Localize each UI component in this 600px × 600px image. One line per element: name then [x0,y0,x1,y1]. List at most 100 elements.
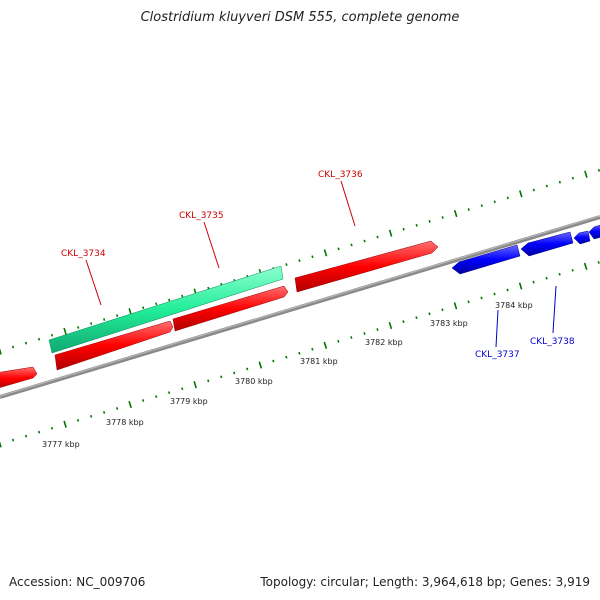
gene-label-ckl-3738[interactable]: CKL_3738 [530,337,575,347]
minor-tick [506,196,509,200]
accession-text: Accession: NC_009706 [9,575,146,589]
minor-tick [597,168,600,172]
minor-tick [558,180,561,184]
minor-tick [571,268,574,272]
gene-ckl-3734-arrow[interactable] [54,320,174,371]
scale-label-3779: 3779 kbp [170,397,208,406]
gene-ckl-3733-arrow[interactable] [0,366,38,389]
minor-tick [103,318,106,321]
major-tick [128,400,132,409]
leader-ckl-3738 [552,285,557,334]
minor-tick [116,314,119,318]
minor-tick [50,333,54,337]
minor-tick [545,276,548,280]
minor-tick [246,367,249,371]
gene-label-ckl-3735[interactable]: CKL_3735 [179,211,224,221]
minor-tick [142,306,145,310]
gene-ckl-3735-arrow[interactable] [172,285,289,332]
major-tick [388,229,393,237]
minor-tick [532,280,535,284]
minor-tick [493,200,496,204]
minor-tick [467,300,470,304]
lower-tick-row [0,261,600,448]
minor-tick [311,255,314,259]
minor-tick [597,261,600,264]
minor-tick [168,391,171,395]
minor-tick [181,294,184,298]
gene-label-ckl-3736[interactable]: CKL_3736 [318,170,363,180]
genome-backbone-highlight [0,215,600,397]
minor-tick [506,288,509,292]
scale-label-3784: 3784 kbp [495,301,533,310]
major-tick [323,341,328,349]
scale-label-3781: 3781 kbp [300,357,338,366]
minor-tick [142,399,145,402]
gene-ckl-3740-arrow[interactable] [588,224,600,240]
minor-tick [11,345,15,349]
minor-tick [402,320,405,324]
minor-tick [24,434,28,438]
major-tick [519,190,523,198]
minor-tick [50,426,54,430]
minor-tick [37,337,41,341]
minor-tick [37,430,41,434]
gene-ckl-3735-selected[interactable] [48,265,284,354]
minor-tick [24,341,28,345]
gene-ckl-3736-arrow[interactable] [294,240,439,293]
gene-label-ckl-3734[interactable]: CKL_3734 [61,249,106,259]
minor-tick [415,316,418,320]
minor-tick [480,296,483,300]
scale-label-3782: 3782 kbp [365,338,403,347]
minor-tick [441,308,444,312]
minor-tick [168,298,171,302]
minor-tick [90,322,93,325]
minor-tick [545,184,548,188]
minor-tick [207,379,210,383]
major-tick [453,209,458,218]
minor-tick [493,292,496,296]
gene-ckl-3738-arrow[interactable] [520,231,574,257]
major-tick [583,262,588,270]
minor-tick [285,263,288,266]
major-tick [0,348,2,355]
minor-tick [11,438,15,442]
minor-tick [103,411,106,414]
genome-backbone [0,215,600,399]
map-title: Clostridium kluyveri DSM 555, complete g… [140,10,460,25]
leader-ckl-3735 [203,221,220,269]
minor-tick [272,359,275,363]
minor-tick [571,176,574,180]
gene-label-ckl-3737[interactable]: CKL_3737 [475,350,520,360]
minor-tick [116,407,119,410]
minor-tick [285,355,288,359]
leader-ckl-3736 [340,180,356,227]
major-tick [0,441,2,448]
minor-tick [311,347,314,351]
minor-tick [337,247,340,251]
scale-label-3783: 3783 kbp [430,319,468,328]
gene-ckl-3737-arrow[interactable] [451,244,521,275]
minor-tick [337,339,340,343]
genome-summary-text: Topology: circular; Length: 3,964,618 bp… [260,575,590,589]
minor-tick [441,216,444,219]
minor-tick [155,302,158,306]
scale-label-3778: 3778 kbp [106,418,144,427]
minor-tick [428,312,431,316]
minor-tick [350,243,353,247]
minor-tick [363,332,366,335]
minor-tick [155,395,158,399]
scale-label-3780: 3780 kbp [235,377,273,386]
minor-tick [298,351,301,355]
minor-tick [376,235,379,239]
leader-ckl-3737 [495,309,499,348]
minor-tick [376,328,379,331]
leader-ckl-3734 [85,259,102,306]
minor-tick [298,259,301,263]
gene-ckl-3739-arrow[interactable] [573,230,591,245]
major-tick [584,170,588,178]
upper-tick-row [0,168,600,355]
minor-tick [402,227,405,231]
minor-tick [77,326,80,329]
major-tick [193,381,197,389]
